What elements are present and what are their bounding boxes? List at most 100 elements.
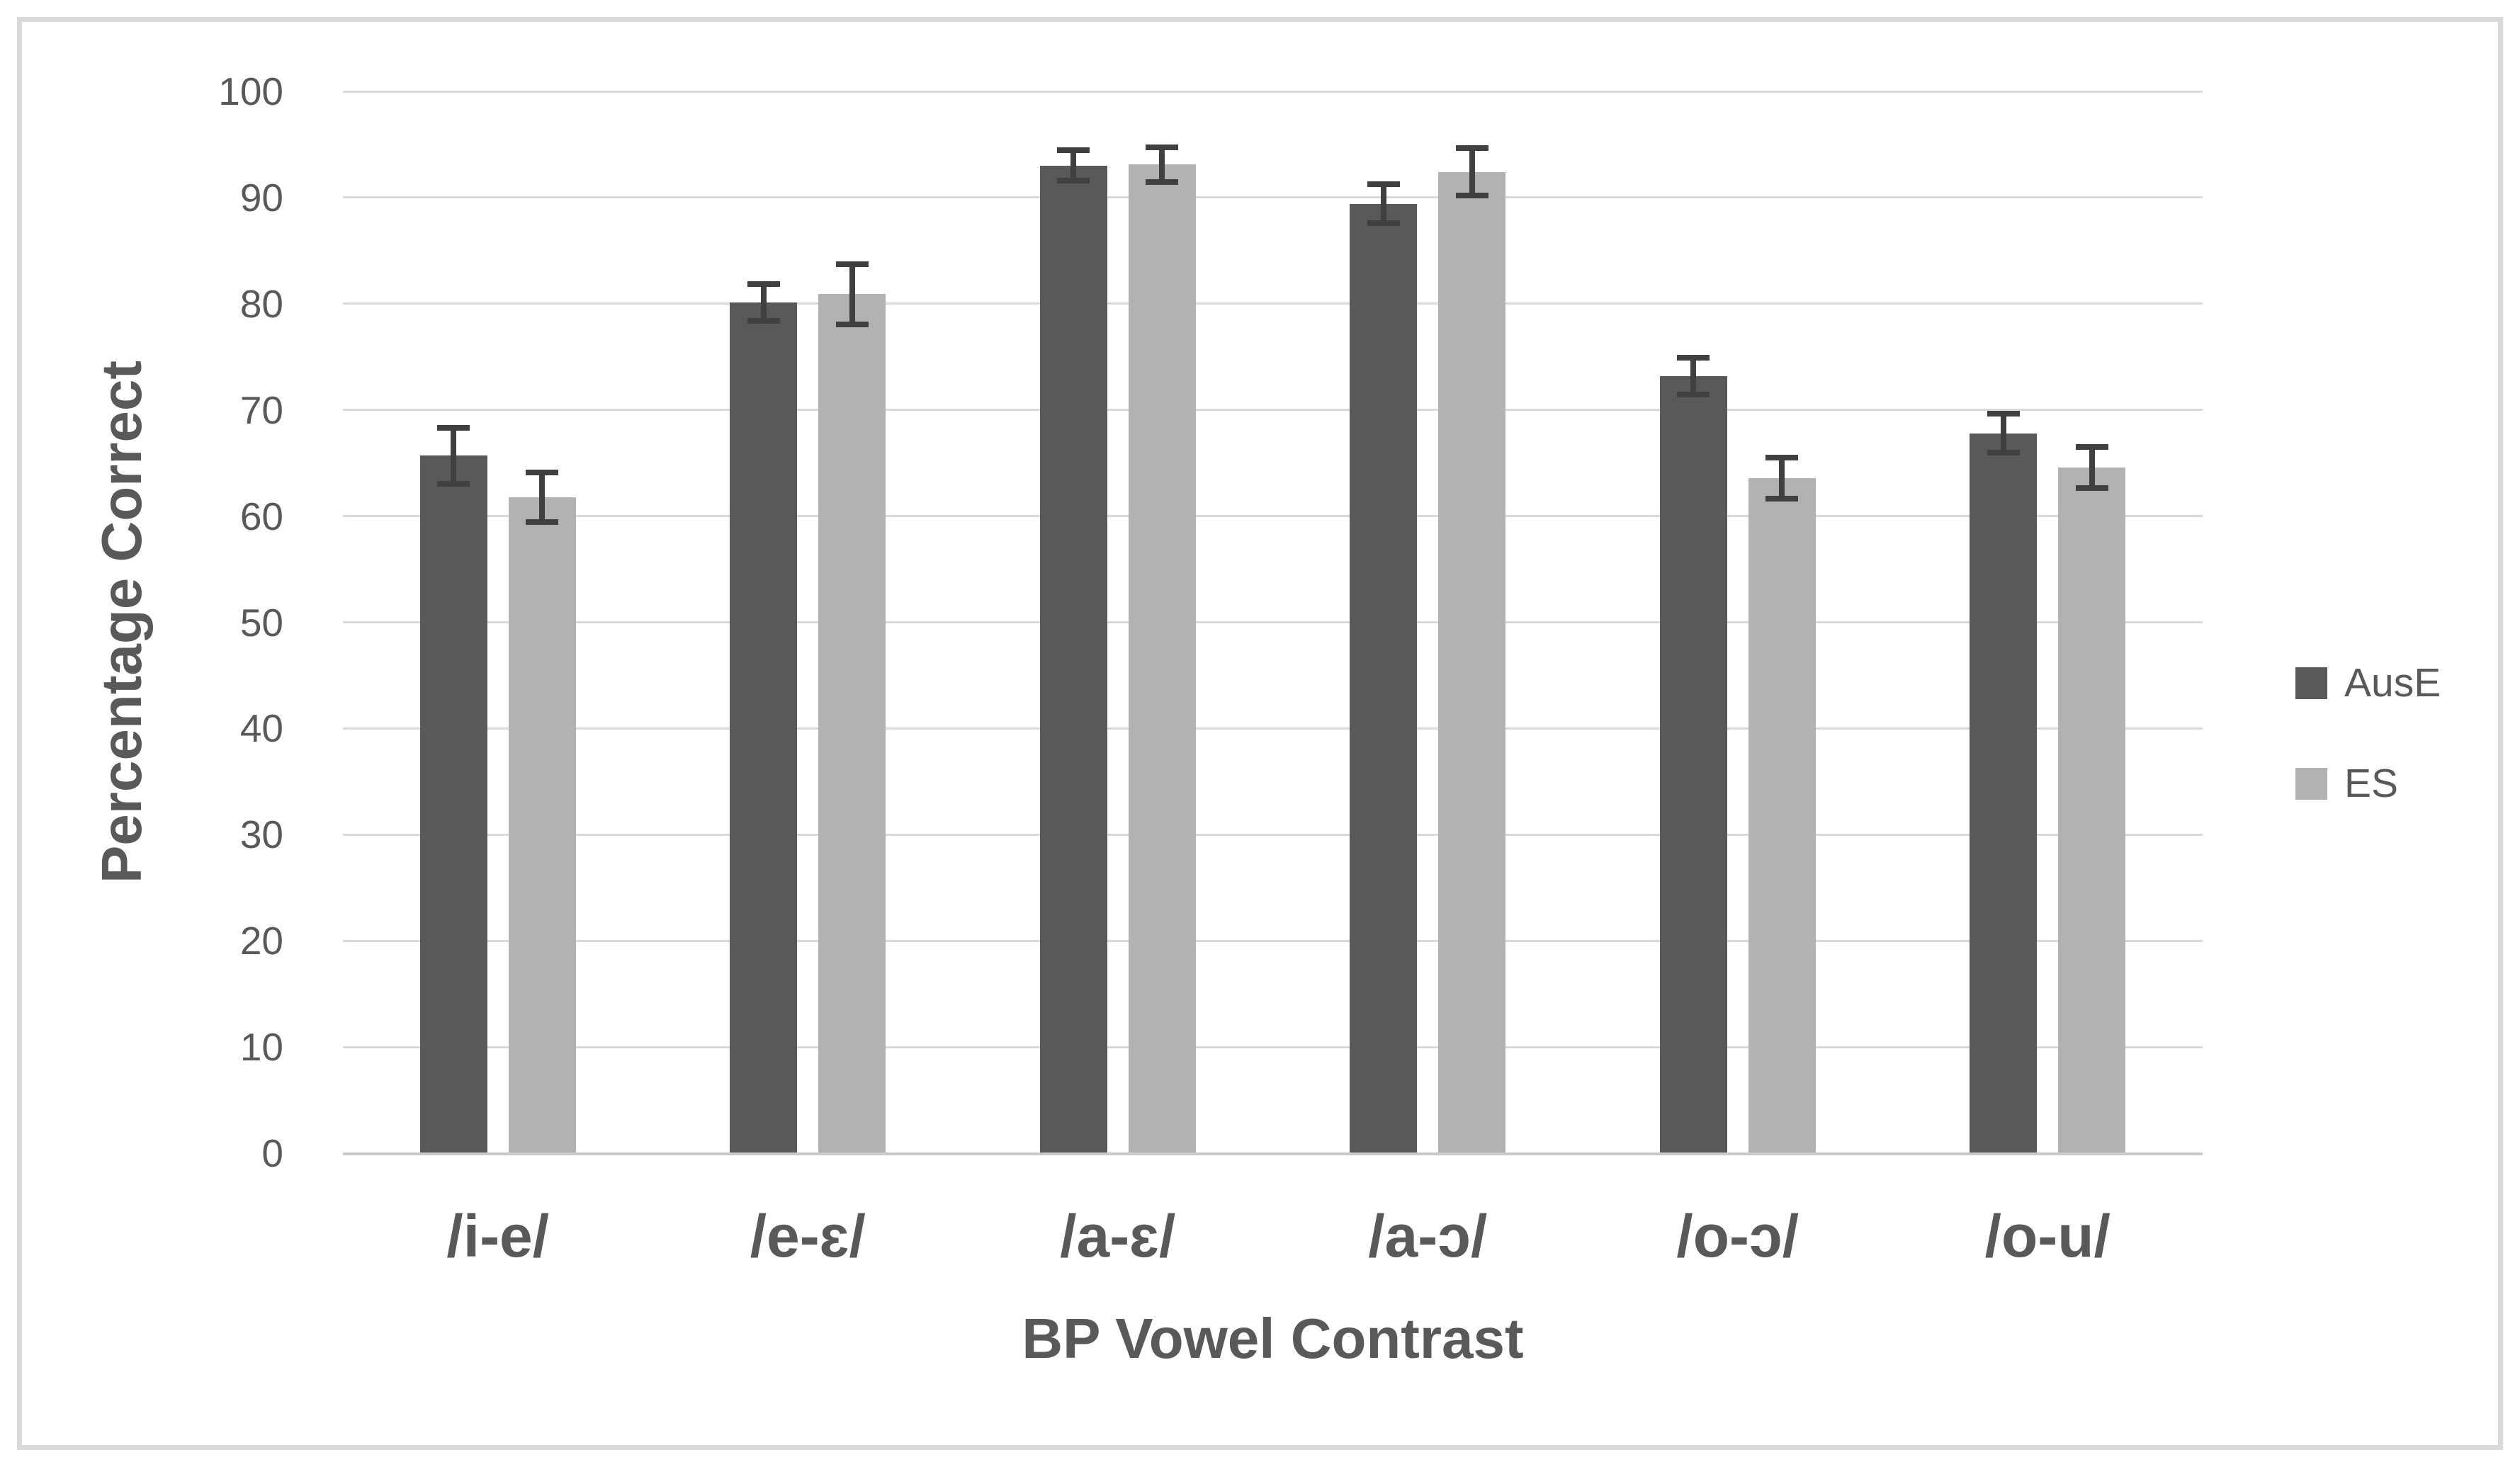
error-bar-part xyxy=(1765,454,1799,460)
error-bar-part xyxy=(1146,179,1179,185)
bar-es-4 xyxy=(1748,477,1816,1153)
error-bar-part xyxy=(835,321,869,327)
error-bar-part xyxy=(437,480,470,487)
x-tick-label-2: /a-ɛ/ xyxy=(1060,1203,1176,1269)
bar-es-5 xyxy=(2058,467,2126,1153)
error-bar-part xyxy=(747,281,780,288)
bar-ause-4 xyxy=(1659,375,1727,1153)
error-bar-part xyxy=(1380,181,1386,227)
error-bar-part xyxy=(747,318,780,324)
error-bar-part xyxy=(849,261,855,327)
error-bar-part xyxy=(1367,181,1400,188)
error-bar-part xyxy=(1779,454,1785,502)
y-tick-label-10: 10 xyxy=(239,1025,283,1070)
error-bar-part xyxy=(2075,443,2108,450)
error-bar-es-3 xyxy=(1455,145,1488,199)
legend-entry-ause: AusE xyxy=(2295,660,2441,706)
legend-label-es: ES xyxy=(2344,761,2399,806)
bar-ause-0 xyxy=(419,455,487,1153)
error-bar-es-2 xyxy=(1146,144,1179,185)
error-bar-part xyxy=(1987,411,2020,417)
bar-es-3 xyxy=(1438,171,1506,1153)
error-bar-ause-0 xyxy=(437,424,470,487)
error-bar-es-0 xyxy=(526,469,559,525)
y-tick-label-50: 50 xyxy=(239,600,283,645)
legend-label-ause: AusE xyxy=(2344,660,2441,706)
y-tick-label-20: 20 xyxy=(239,919,283,963)
gridline-60 xyxy=(343,515,2203,518)
legend-marker-ause-icon xyxy=(2295,667,2327,699)
x-tick-label-3: /a-ɔ/ xyxy=(1368,1203,1488,1269)
error-bar-part xyxy=(1146,144,1179,150)
error-bar-part xyxy=(835,261,869,267)
error-bar-part xyxy=(1765,495,1799,502)
gridline-30 xyxy=(343,833,2203,836)
error-bar-ause-4 xyxy=(1677,354,1710,397)
error-bar-part xyxy=(1455,193,1488,199)
bar-ause-2 xyxy=(1039,165,1107,1153)
legend-marker-es-icon xyxy=(2295,768,2327,800)
bar-es-2 xyxy=(1128,164,1196,1153)
error-bar-part xyxy=(760,281,767,324)
y-tick-label-30: 30 xyxy=(239,812,283,857)
gridline-90 xyxy=(343,196,2203,199)
error-bar-part xyxy=(526,469,559,475)
legend: AusE ES xyxy=(2295,660,2441,806)
y-tick-label-60: 60 xyxy=(239,494,283,538)
x-axis-title: BP Vowel Contrast xyxy=(1022,1307,1524,1370)
error-bar-part xyxy=(526,519,559,525)
y-tick-label-70: 70 xyxy=(239,387,283,432)
gridline-100 xyxy=(343,90,2203,93)
error-bar-part xyxy=(1057,178,1090,184)
error-bar-ause-3 xyxy=(1367,181,1400,227)
error-bar-part xyxy=(1367,220,1400,227)
error-bar-part xyxy=(1677,354,1710,361)
gridline-80 xyxy=(343,302,2203,305)
x-tick-label-1: /e-ɛ/ xyxy=(750,1203,866,1269)
error-bar-part xyxy=(2075,485,2108,491)
error-bar-part xyxy=(1070,147,1077,184)
y-tick-label-80: 80 xyxy=(239,281,283,326)
gridline-40 xyxy=(343,727,2203,730)
error-bar-part xyxy=(2000,411,2006,456)
gridline-70 xyxy=(343,409,2203,412)
x-tick-label-4: /o-ɔ/ xyxy=(1676,1203,1799,1269)
error-bar-part xyxy=(437,424,470,431)
y-tick-label-90: 90 xyxy=(239,175,283,220)
error-bar-es-4 xyxy=(1765,454,1799,502)
error-bar-part xyxy=(1057,147,1090,154)
gridline-20 xyxy=(343,939,2203,942)
error-bar-part xyxy=(1455,145,1488,152)
error-bar-part xyxy=(1159,144,1165,185)
y-tick-label-40: 40 xyxy=(239,706,283,751)
x-axis-line xyxy=(343,1152,2203,1155)
bar-es-1 xyxy=(818,294,886,1153)
error-bar-part xyxy=(539,469,546,525)
chart-frame xyxy=(17,17,2503,1450)
error-bar-es-1 xyxy=(835,261,869,327)
error-bar-es-5 xyxy=(2075,443,2108,491)
error-bar-part xyxy=(1677,391,1710,397)
bar-es-0 xyxy=(508,497,576,1153)
error-bar-part xyxy=(451,424,457,487)
bar-ause-1 xyxy=(730,302,798,1153)
gridline-50 xyxy=(343,621,2203,623)
bar-ause-5 xyxy=(1970,433,2038,1153)
x-tick-label-0: /i-e/ xyxy=(446,1203,550,1269)
error-bar-ause-2 xyxy=(1057,147,1090,184)
bar-ause-3 xyxy=(1350,203,1418,1153)
error-bar-part xyxy=(1987,450,2020,456)
error-bar-part xyxy=(2089,443,2095,491)
error-bar-ause-1 xyxy=(747,281,780,324)
y-tick-label-100: 100 xyxy=(218,69,283,113)
x-tick-label-5: /o-u/ xyxy=(1984,1203,2111,1269)
y-tick-label-0: 0 xyxy=(261,1131,283,1175)
error-bar-part xyxy=(1690,354,1697,397)
error-bar-ause-5 xyxy=(1987,411,2020,456)
gridline-10 xyxy=(343,1046,2203,1048)
legend-entry-es: ES xyxy=(2295,761,2441,806)
error-bar-part xyxy=(1469,145,1475,199)
y-axis-title: Percentage Correct xyxy=(90,360,153,884)
